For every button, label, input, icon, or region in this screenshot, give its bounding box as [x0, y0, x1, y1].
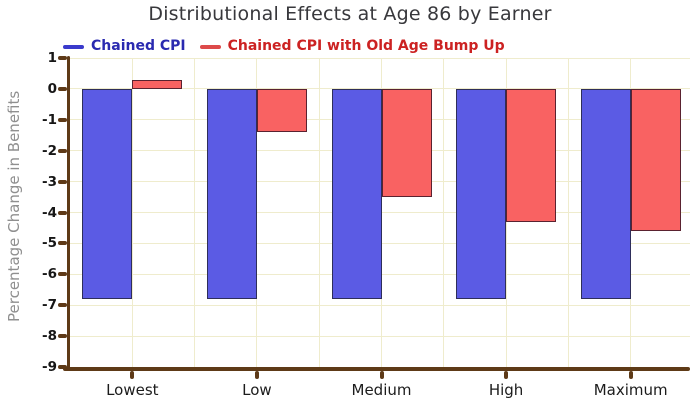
y-tick-label: -2: [42, 142, 57, 159]
bar-chained-cpi-maximum: [580, 88, 631, 299]
gridline-vertical: [381, 58, 382, 367]
bar-chained-cpi-lowest: [82, 88, 133, 299]
y-tick: [58, 365, 67, 369]
y-tick-label: -4: [42, 204, 57, 221]
y-tick: [58, 334, 67, 339]
x-tick: [254, 371, 259, 379]
bar-bump-up-maximum: [630, 88, 681, 232]
bar-bump-up-low: [256, 88, 307, 133]
y-tick-label: -7: [42, 297, 57, 314]
x-tick: [130, 371, 135, 379]
gridline-horizontal: [67, 335, 690, 337]
bar-chained-cpi-medium: [331, 88, 382, 299]
x-tick: [379, 371, 384, 379]
y-tick: [58, 117, 67, 122]
y-tick: [58, 241, 67, 246]
legend-item-chained-cpi: Chained CPI: [63, 38, 186, 54]
y-tick: [58, 210, 67, 215]
y-tick: [58, 303, 67, 308]
y-tick-label: -8: [42, 328, 57, 345]
x-category-label: Lowest: [106, 381, 159, 399]
blue-dash-icon: [63, 44, 84, 49]
legend-label: Chained CPI with Old Age Bump Up: [227, 38, 505, 54]
x-axis-line: [63, 367, 690, 371]
y-tick: [58, 56, 67, 60]
gridline-vertical: [567, 58, 569, 367]
x-category-label: Maximum: [593, 381, 668, 399]
y-tick: [58, 148, 67, 153]
gridline-vertical: [443, 58, 445, 367]
gridline-horizontal: [67, 304, 690, 306]
x-category-label: Medium: [351, 381, 412, 399]
y-tick: [58, 179, 67, 184]
y-tick-label: 1: [47, 50, 57, 66]
y-tick-label: -5: [42, 235, 57, 252]
gridline-vertical: [256, 58, 258, 367]
red-dash-icon: [199, 44, 221, 49]
x-category-label: High: [488, 381, 524, 399]
bar-chained-cpi-high: [456, 88, 507, 299]
gridline-vertical: [131, 58, 133, 367]
y-tick: [58, 86, 67, 91]
bar-bump-up-high: [506, 88, 557, 222]
x-tick: [628, 371, 633, 379]
y-tick-label: -6: [42, 266, 57, 283]
bar-chained-cpi-low: [206, 88, 257, 299]
gridline-vertical: [318, 58, 320, 367]
legend: Chained CPI Chained CPI with Old Age Bum…: [63, 38, 505, 54]
x-tick: [504, 371, 509, 379]
chart-title: Distributional Effects at Age 86 by Earn…: [148, 3, 552, 25]
gridline-horizontal: [67, 57, 690, 59]
legend-label: Chained CPI: [91, 38, 186, 54]
y-axis-line: [67, 56, 70, 371]
y-tick-label: 0: [47, 80, 57, 97]
legend-item-chained-cpi-bump-up: Chained CPI with Old Age Bump Up: [199, 38, 505, 54]
y-tick: [58, 272, 67, 277]
y-tick-label: -9: [42, 359, 57, 375]
y-tick-label: -1: [42, 111, 57, 128]
gridline-vertical: [194, 58, 196, 367]
bar-bump-up-medium: [381, 88, 432, 198]
bar-bump-up-lowest: [132, 79, 183, 89]
x-category-label: Low: [242, 381, 272, 399]
y-tick-label: -3: [42, 173, 57, 190]
